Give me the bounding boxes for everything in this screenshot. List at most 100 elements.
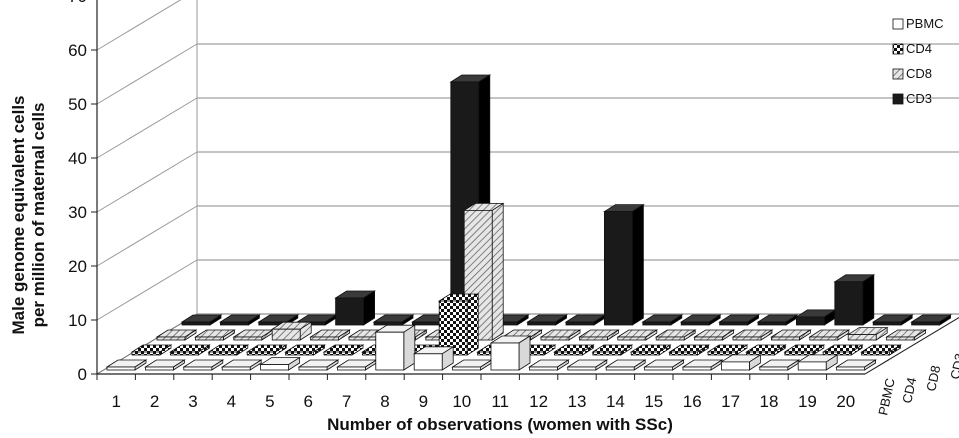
bar-front [847,334,877,341]
bar [270,321,313,341]
bar [603,203,645,326]
bar [130,344,173,356]
bar-front [834,281,864,326]
bar-front [233,336,263,341]
bar-front [413,353,443,371]
bar [718,314,760,326]
bar-front [181,321,211,326]
bar [693,329,735,341]
bar-front [323,351,353,356]
bar [194,329,236,341]
bar-front [246,351,276,356]
bar [322,344,365,356]
bar [654,329,697,341]
bar [220,359,263,371]
legend-label: CD4 [906,41,932,56]
y-tick-label: 20 [68,257,87,276]
bar [336,359,378,371]
bar-front [721,361,750,371]
bar-front [757,321,787,326]
bar [526,314,568,326]
bar [105,359,148,371]
x-tick-label: 6 [303,392,312,411]
x-tick-label: 18 [760,392,779,411]
bar-front [669,351,698,356]
bar [553,344,595,356]
bar [860,344,902,356]
bar [566,359,609,371]
bar [591,344,634,356]
bar [309,329,351,341]
x-tick-label: 4 [227,392,236,411]
bar-front [617,336,647,341]
bar-front [169,351,199,356]
gridline-side [96,97,198,159]
bar-front [411,321,441,326]
bar [578,329,620,341]
bar-front [784,351,814,356]
bar [910,314,952,326]
legend-label: CD3 [906,91,932,106]
bar-front [732,336,762,341]
gridline-side [96,259,198,321]
bar-front [719,321,748,326]
bar-front [260,364,290,371]
bar-front [604,211,633,326]
y-tick-label: 40 [68,149,87,168]
bar [871,314,914,326]
gridline-side [96,151,198,213]
bar-front [219,321,249,326]
x-tick-label: 11 [491,392,509,411]
bar-front [872,321,902,326]
x-tick-label: 20 [836,392,855,411]
bar-front [131,351,161,356]
bar [846,326,889,341]
x-tick-label: 5 [265,392,274,411]
bar-front [373,321,403,326]
bar [679,314,722,326]
depth-label: PBMC [875,377,897,417]
bar [783,344,826,356]
gridline-side [96,205,198,267]
x-tick-label: 7 [342,392,351,411]
legend-swatch [892,43,904,55]
bar [539,329,582,341]
bar [284,344,326,356]
bar-side [403,324,416,371]
bar-front [194,336,224,341]
bar-front [694,336,723,341]
bar [770,329,812,341]
x-tick-label: 12 [529,392,548,411]
bar-front [348,336,378,341]
bar-front [529,366,558,371]
y-axis-title: per million of maternal cells [29,103,48,328]
x-axis-title: Number of observations (women with SSc) [327,415,673,434]
bar-front [759,366,789,371]
bar [169,344,211,356]
bar [821,344,864,356]
legend: PBMC CD4 CD8 CD3 [892,16,944,106]
x-tick-label: 15 [644,392,663,411]
bar [745,344,787,356]
bar-front [554,351,583,356]
bar-front [490,342,520,371]
legend-swatch [892,93,904,105]
gridline-side [96,43,198,105]
depth-label: CD3 [947,352,959,381]
bar [758,359,801,371]
bar-front [336,366,366,371]
x-tick-label: 17 [721,392,740,411]
bar [643,359,685,371]
bar [207,344,250,356]
bar [564,314,607,326]
bar-front [836,366,865,371]
bar [219,314,261,326]
bar [232,329,275,341]
bar-front [911,321,940,326]
bar-front [680,321,710,326]
bar [641,314,684,326]
y-axis-title: Male genome equivalent cells [9,95,28,334]
bar-front [565,321,595,326]
depth-label: CD8 [923,364,943,393]
